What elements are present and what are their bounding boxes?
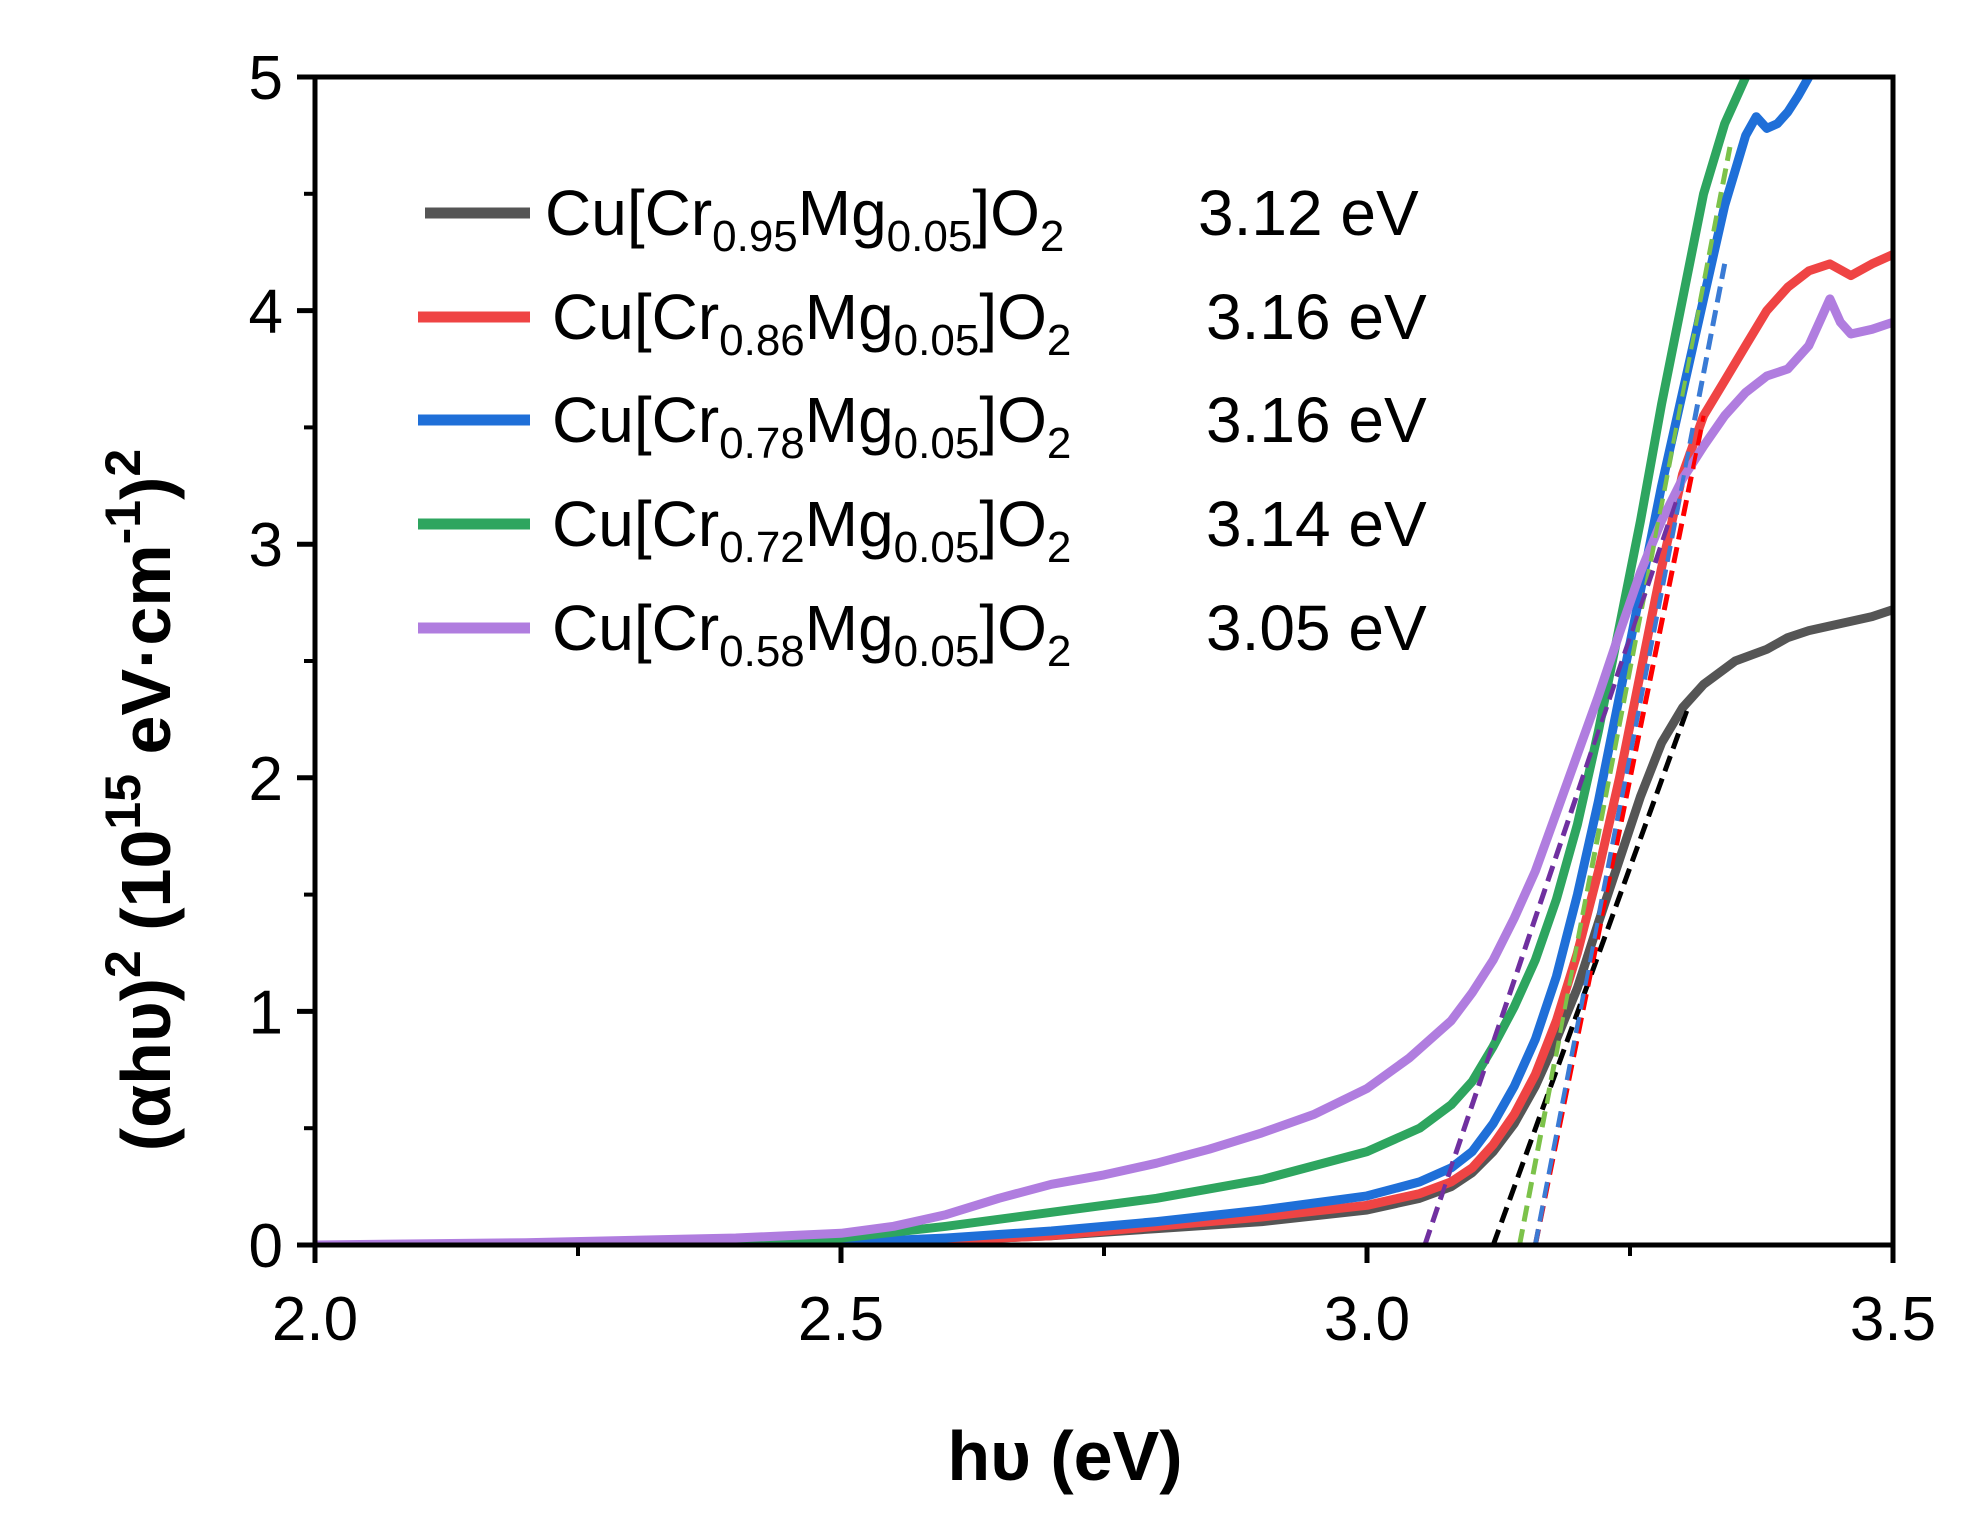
legend-label-part: Mg (798, 177, 887, 249)
y-axis-title-end: ) (107, 477, 185, 500)
legend: Cu[Cr0.95Mg0.05]O2 3.12 eVCu[Cr0.86Mg0.05… (418, 177, 1427, 676)
legend-label-part: Mg (805, 384, 894, 456)
legend-label-part: 0.05 (894, 523, 980, 572)
legend-label-5: Cu[Cr0.58Mg0.05]O2 (552, 592, 1071, 676)
legend-label-part: Cu[Cr (552, 592, 719, 664)
legend-label-3: Cu[Cr0.78Mg0.05]O2 (552, 384, 1071, 468)
legend-label-part: ]O (972, 177, 1040, 249)
legend-label-part: Mg (805, 592, 894, 664)
series-line-2 (315, 250, 1893, 1245)
series-line-3 (315, 77, 1814, 1245)
legend-label-part: 0.05 (894, 419, 980, 468)
legend-label-part: 0.05 (887, 212, 973, 261)
legend-label-part: ]O (979, 281, 1047, 353)
legend-bandgap-5: 3.05 eV (1206, 592, 1427, 664)
x-tick-label: 3.5 (1850, 1285, 1936, 1354)
y-axis-title-sup: 15 (95, 774, 151, 830)
y-axis-title-sup: 2 (95, 950, 151, 978)
series-line-5 (315, 294, 1893, 1245)
y-axis-title-mid: eV·cm (107, 544, 185, 774)
series-line-1 (315, 605, 1893, 1245)
y-axis-title: (αhυ)2 (1015 eV·cm-1)2 (95, 449, 185, 1151)
legend-label-part: 2 (1047, 523, 1071, 572)
x-tick-label: 2.0 (272, 1285, 358, 1354)
y-axis-title-sup: 2 (95, 449, 151, 477)
y-tick-label: 3 (249, 511, 283, 580)
legend-label-part: 2 (1047, 316, 1071, 365)
fit-line-overlay-2 (1533, 415, 1706, 1245)
series-line-4 (315, 77, 1751, 1245)
legend-label-part: 0.86 (719, 316, 805, 365)
x-tick-label: 2.5 (798, 1285, 884, 1354)
plot-area (315, 77, 1893, 1245)
y-tick-label: 2 (249, 745, 283, 814)
legend-label-part: ]O (979, 488, 1047, 560)
axes: 2.0 2.5 3.0 3.5 0 1 2 3 4 5 (249, 44, 1937, 1354)
legend-label-part: 0.78 (719, 419, 805, 468)
legend-bandgap-1: 3.12 eV (1198, 177, 1419, 249)
legend-label-4: Cu[Cr0.72Mg0.05]O2 (552, 488, 1071, 572)
legend-label-part: ]O (979, 384, 1047, 456)
fit-line-overlay-4 (1517, 146, 1732, 1245)
y-tick-label: 1 (249, 978, 283, 1047)
legend-label-1: Cu[Cr0.95Mg0.05]O2 (545, 177, 1064, 261)
legend-label-part: 2 (1047, 419, 1071, 468)
legend-label-part: 2 (1040, 212, 1064, 261)
legend-label-part: 0.58 (719, 627, 805, 676)
x-tick-label: 3.0 (1324, 1285, 1410, 1354)
legend-label-part: 0.72 (719, 523, 805, 572)
x-axis-title: hυ (eV) (947, 1417, 1182, 1495)
y-tick-label: 5 (249, 44, 283, 113)
legend-bandgap-4: 3.14 eV (1206, 488, 1427, 560)
y-axis-title-base: (αhυ) (107, 978, 185, 1151)
legend-label-part: 2 (1047, 627, 1071, 676)
legend-label-part: 0.95 (712, 212, 798, 261)
legend-label-part: Mg (805, 488, 894, 560)
legend-label-2: Cu[Cr0.86Mg0.05]O2 (552, 281, 1071, 365)
fit-line-overlay-5 (1422, 496, 1680, 1245)
fit-line-overlay-3 (1533, 263, 1727, 1245)
legend-label-part: 0.05 (894, 627, 980, 676)
legend-bandgap-2: 3.16 eV (1206, 281, 1427, 353)
y-axis-title-mid: (10 (107, 830, 185, 951)
legend-bandgap-3: 3.16 eV (1206, 384, 1427, 456)
legend-label-part: Cu[Cr (552, 384, 719, 456)
legend-label-part: 0.05 (894, 316, 980, 365)
legend-label-part: ]O (979, 592, 1047, 664)
legend-label-part: Mg (805, 281, 894, 353)
y-tick-label: 4 (249, 278, 283, 347)
y-tick-label: 0 (249, 1212, 283, 1281)
y-axis-title-sup: -1 (95, 500, 151, 544)
legend-label-part: Cu[Cr (552, 281, 719, 353)
legend-label-part: Cu[Cr (552, 488, 719, 560)
legend-label-part: Cu[Cr (545, 177, 712, 249)
